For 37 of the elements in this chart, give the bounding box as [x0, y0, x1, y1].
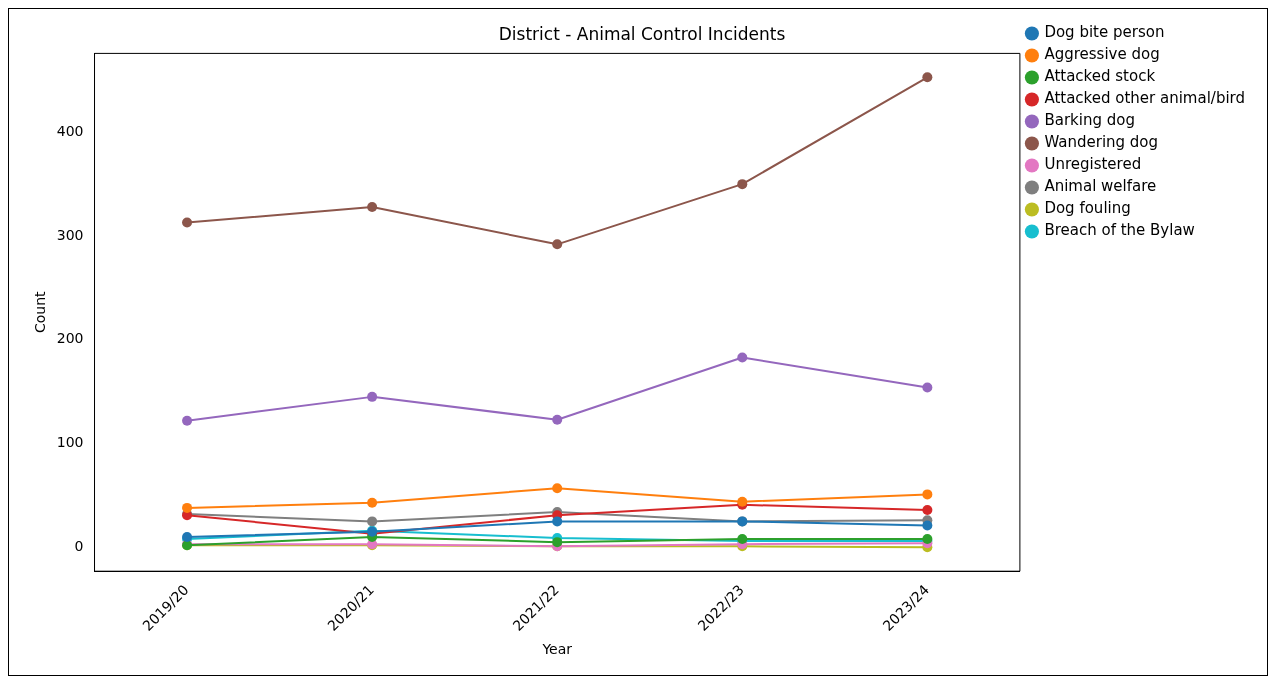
- point: [182, 415, 193, 426]
- y-tick-label: 0: [74, 537, 84, 554]
- legend-label: Attacked other animal/bird: [1044, 89, 1246, 108]
- x-axis-title: Year: [541, 641, 573, 658]
- point: [922, 504, 933, 515]
- legend-label: Attacked stock: [1044, 67, 1156, 86]
- legend-label: Wandering dog: [1044, 133, 1159, 152]
- point: [552, 414, 563, 425]
- legend-label: Dog fouling: [1044, 199, 1131, 218]
- y-tick-label: 300: [56, 226, 84, 243]
- point: [922, 382, 933, 393]
- chart-title: District - Animal Control Incidents: [498, 23, 786, 44]
- y-axis-title: Count: [32, 291, 49, 334]
- point: [737, 179, 748, 190]
- legend-label: Aggressive dog: [1044, 45, 1160, 64]
- point: [552, 483, 563, 494]
- point: [552, 239, 563, 250]
- legend-label: Barking dog: [1044, 111, 1135, 130]
- point: [367, 516, 378, 527]
- point: [552, 516, 563, 527]
- point: [922, 520, 933, 531]
- legend-label: Dog bite person: [1044, 23, 1165, 42]
- y-tick-label: 200: [56, 330, 84, 347]
- point: [182, 502, 193, 513]
- point: [367, 201, 378, 212]
- y-tick-label: 400: [56, 122, 84, 139]
- point: [922, 489, 933, 500]
- point: [182, 217, 193, 228]
- legend-label: Breach of the Bylaw: [1044, 221, 1195, 240]
- legend-label: Animal welfare: [1044, 177, 1157, 196]
- point: [367, 391, 378, 402]
- point: [737, 352, 748, 363]
- point: [552, 537, 563, 548]
- point: [922, 72, 933, 83]
- point: [367, 497, 378, 508]
- legend-label: Unregistered: [1044, 155, 1142, 174]
- y-tick-label: 100: [56, 434, 84, 451]
